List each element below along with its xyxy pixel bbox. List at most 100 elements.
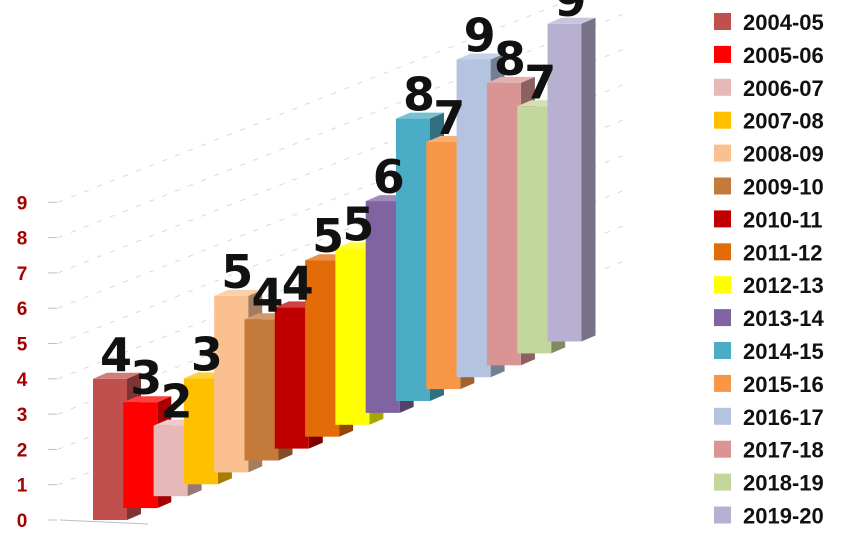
legend-label: 2019-20 — [743, 504, 824, 529]
bar-front — [517, 106, 552, 354]
legend-item-2017-18: 2017-18 — [714, 438, 824, 463]
legend-label: 2012-13 — [743, 273, 824, 298]
bar-top — [214, 289, 263, 296]
legend-item-2014-15: 2014-15 — [714, 339, 824, 364]
bars — [93, 17, 596, 520]
legend-item-2011-12: 2011-12 — [714, 240, 823, 265]
bar-front — [244, 319, 279, 461]
data-label-2015-16: 7 — [433, 91, 465, 145]
legend-label: 2013-14 — [743, 306, 825, 331]
legend-swatch — [714, 111, 731, 129]
legend-item-2009-10: 2009-10 — [714, 175, 824, 200]
legend-item-2006-07: 2006-07 — [714, 76, 824, 101]
legend-swatch — [714, 144, 731, 162]
legend-swatch — [714, 473, 731, 491]
data-label-2006-07: 2 — [161, 375, 193, 429]
legend-swatch — [714, 276, 731, 294]
legend-label: 2018-19 — [743, 471, 824, 496]
legend-item-2016-17: 2016-17 — [714, 405, 824, 430]
legend-swatch — [714, 506, 731, 524]
data-label-2010-11: 4 — [282, 256, 314, 310]
bar-front — [486, 82, 521, 366]
bar-front — [426, 142, 461, 390]
legend-label: 2009-10 — [743, 175, 824, 200]
legend: 2004-05 2005-06 2006-07 2007-08 2008-09 2009-… — [714, 10, 825, 529]
bar-front — [183, 378, 218, 485]
y-tick-label: 9 — [17, 193, 28, 214]
legend-swatch — [714, 342, 731, 359]
gridline — [57, 11, 631, 239]
legend-label: 2004-05 — [743, 10, 824, 35]
legend-label: 2010-11 — [743, 207, 823, 232]
bar-top — [486, 76, 535, 83]
bar-top — [123, 396, 172, 403]
bar-top — [93, 372, 141, 379]
y-axis: 0 1 2 3 4 5 6 7 8 9 — [17, 193, 149, 532]
y-tick-label: 8 — [17, 229, 28, 250]
bar-front — [123, 402, 158, 509]
y-tick-label: 4 — [17, 370, 28, 391]
legend-label: 2008-09 — [743, 142, 824, 167]
data-label-2019-20: 9 — [554, 0, 586, 27]
data-label-2009-10: 4 — [251, 268, 283, 322]
bar-front — [214, 295, 249, 473]
bar-top — [547, 17, 596, 24]
data-label-2013-14: 6 — [373, 150, 405, 204]
bar-side — [581, 17, 596, 342]
data-label-2008-09: 5 — [221, 245, 253, 299]
y-tick-label: 2 — [17, 440, 28, 461]
bar-front — [396, 118, 430, 401]
legend-item-2018-19: 2018-19 — [714, 471, 824, 496]
legend-label: 2016-17 — [743, 405, 824, 430]
gridline — [57, 116, 631, 344]
data-label-2012-13: 5 — [342, 197, 374, 251]
x-axis-line — [59, 519, 149, 525]
legend-item-2013-14: 2013-14 — [714, 306, 825, 331]
data-label-2004-05: 4 — [100, 328, 132, 382]
legend-swatch — [714, 78, 731, 96]
gridline — [57, 46, 631, 274]
bar-front — [335, 248, 370, 425]
gridline — [57, 152, 631, 380]
legend-item-2007-08: 2007-08 — [714, 109, 824, 134]
legend-label: 2007-08 — [743, 109, 824, 134]
bar-front — [456, 59, 491, 378]
bar-front — [365, 201, 400, 413]
legend-label: 2014-15 — [743, 339, 824, 364]
gridline — [57, 0, 572, 203]
legend-swatch — [714, 13, 731, 30]
gridline — [57, 81, 631, 309]
bar-front — [274, 307, 309, 449]
legend-item-2012-13: 2012-13 — [714, 273, 824, 298]
legend-label: 2006-07 — [743, 76, 824, 101]
bar-top — [396, 112, 444, 119]
legend-item-2015-16: 2015-16 — [714, 372, 824, 397]
data-label-2014-15: 8 — [403, 68, 435, 122]
legend-swatch — [714, 243, 731, 261]
bar-front — [153, 425, 188, 497]
y-tick-label: 3 — [17, 405, 28, 426]
bar-front — [547, 23, 582, 342]
y-tick-label: 1 — [17, 476, 28, 497]
bar-top — [456, 53, 505, 60]
data-label-2005-06: 3 — [130, 351, 162, 405]
legend-item-2004-05: 2004-05 — [714, 10, 824, 35]
data-labels: 4323544556879879 — [100, 0, 587, 429]
bar-2019-20 — [547, 17, 596, 342]
legend-swatch — [714, 440, 731, 458]
y-tick-label: 5 — [17, 335, 28, 356]
y-tick-label: 7 — [17, 264, 28, 285]
legend-swatch — [714, 210, 731, 228]
y-tick-label: 6 — [17, 299, 28, 320]
legend-item-2005-06: 2005-06 — [714, 43, 824, 68]
data-label-2017-18: 8 — [494, 32, 526, 86]
bar-front — [93, 378, 127, 520]
legend-swatch — [714, 374, 731, 392]
gridline — [57, 187, 631, 415]
y-tick-label: 0 — [17, 511, 28, 532]
legend-item-2010-11: 2010-11 — [714, 207, 823, 232]
data-label-2011-12: 5 — [312, 209, 344, 263]
data-label-2018-19: 7 — [524, 55, 556, 109]
legend-swatch — [714, 45, 731, 63]
